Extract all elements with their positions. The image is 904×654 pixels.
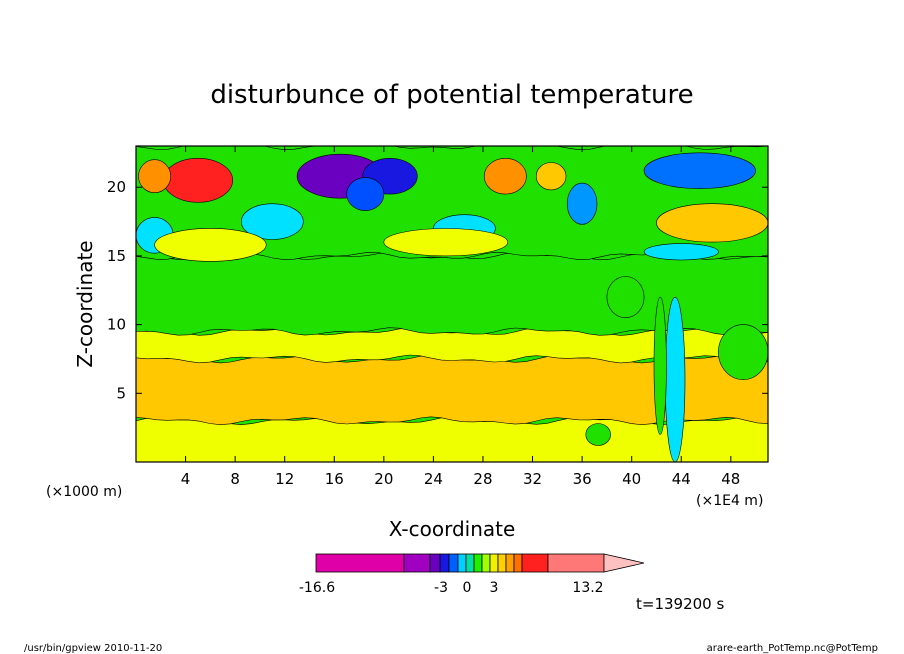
x-unit-left: (×1000 m)	[46, 484, 122, 500]
plot-area	[136, 146, 768, 462]
y-tick-label: 15	[107, 247, 126, 265]
x-tick-label: 36	[573, 470, 592, 488]
contour-feature	[383, 228, 509, 257]
x-axis-label: X-coordinate	[389, 517, 516, 541]
x-tick-label: 48	[721, 470, 740, 488]
colorbar-mid-label: 0	[463, 580, 472, 596]
contour-feature	[718, 324, 768, 380]
colorbar-arrow	[603, 553, 645, 573]
y-axis: 5 10 15 20	[107, 178, 768, 402]
colorbar-min-label: -16.6	[299, 580, 335, 596]
x-axis: 4 8 12 16 20 24 28 32 36 40 44 48	[181, 146, 740, 488]
contour-feature	[664, 296, 686, 462]
colorbar-swatch	[489, 553, 499, 573]
contour-feature	[585, 423, 611, 446]
contour-feature	[653, 296, 667, 435]
x-tick-label: 24	[424, 470, 443, 488]
x-tick-label: 4	[181, 470, 191, 488]
colorbar-swatch	[403, 553, 431, 573]
x-tick-label: 40	[622, 470, 641, 488]
contour-band	[136, 327, 768, 364]
x-tick-label: 28	[473, 470, 492, 488]
x-unit-right: (×1E4 m)	[696, 493, 763, 509]
x-tick-label: 20	[374, 470, 393, 488]
x-tick-label: 16	[325, 470, 344, 488]
x-tick-label: 8	[230, 470, 240, 488]
colorbar	[315, 553, 645, 573]
colorbar-swatch	[429, 553, 441, 573]
y-axis-label: Z-coordinate	[73, 240, 97, 367]
colorbar-swatch	[465, 553, 475, 573]
colorbar-swatch	[505, 553, 515, 573]
colorbar-swatch	[521, 553, 549, 573]
contour-feature	[535, 162, 567, 191]
plot-frame	[135, 145, 769, 463]
contour-feature	[566, 182, 598, 225]
y-tick-label: 10	[107, 316, 126, 334]
colorbar-swatch	[473, 553, 483, 573]
contour-feature	[163, 158, 234, 203]
contour-feature	[240, 203, 304, 240]
time-label: t=139200 s	[636, 595, 724, 613]
contour-feature	[154, 228, 267, 262]
footer-left: /usr/bin/gpview 2010-11-20	[24, 643, 162, 654]
y-tick-label: 5	[116, 384, 126, 402]
contour-feature	[138, 159, 172, 193]
footer-right: arare-earth_PotTemp.nc@PotTemp	[707, 643, 878, 654]
colorbar-swatch	[481, 553, 491, 573]
contour-feature	[483, 158, 527, 195]
contour-feature	[606, 276, 645, 319]
y-tick-label: 20	[107, 178, 126, 196]
contour-feature	[656, 203, 768, 243]
colorbar-swatch	[439, 553, 450, 573]
contour-band	[136, 354, 768, 426]
colorbar-swatch	[315, 553, 405, 573]
contour-feature	[643, 152, 756, 189]
x-tick-label: 12	[275, 470, 294, 488]
contour-feature	[643, 243, 719, 261]
colorbar-mid-label: 3	[490, 580, 499, 596]
colorbar-mid-label: -3	[434, 580, 448, 596]
contour-feature	[346, 177, 385, 211]
colorbar-max-label: 13.2	[572, 580, 603, 596]
contour-band	[136, 251, 768, 336]
x-tick-label: 32	[523, 470, 542, 488]
colorbar-swatch	[497, 553, 507, 573]
colorbar-swatch	[513, 553, 523, 573]
chart-title: disturbunce of potential temperature	[210, 80, 693, 110]
x-tick-label: 44	[672, 470, 691, 488]
colorbar-swatch	[547, 553, 605, 573]
colorbar-swatch	[448, 553, 459, 573]
colorbar-swatch	[457, 553, 467, 573]
